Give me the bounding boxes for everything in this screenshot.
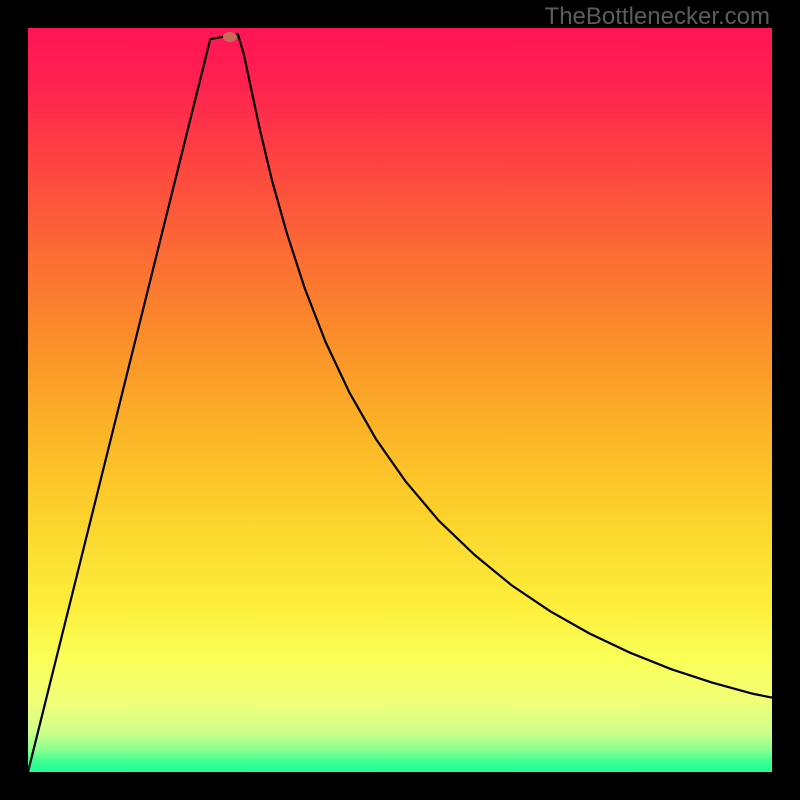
optimal-point-marker <box>223 32 237 42</box>
chart-frame: TheBottlenecker.com <box>0 0 800 800</box>
curve-layer <box>28 28 772 772</box>
plot-area <box>28 28 772 772</box>
bottleneck-curve <box>28 34 772 772</box>
watermark-text: TheBottlenecker.com <box>545 3 770 31</box>
